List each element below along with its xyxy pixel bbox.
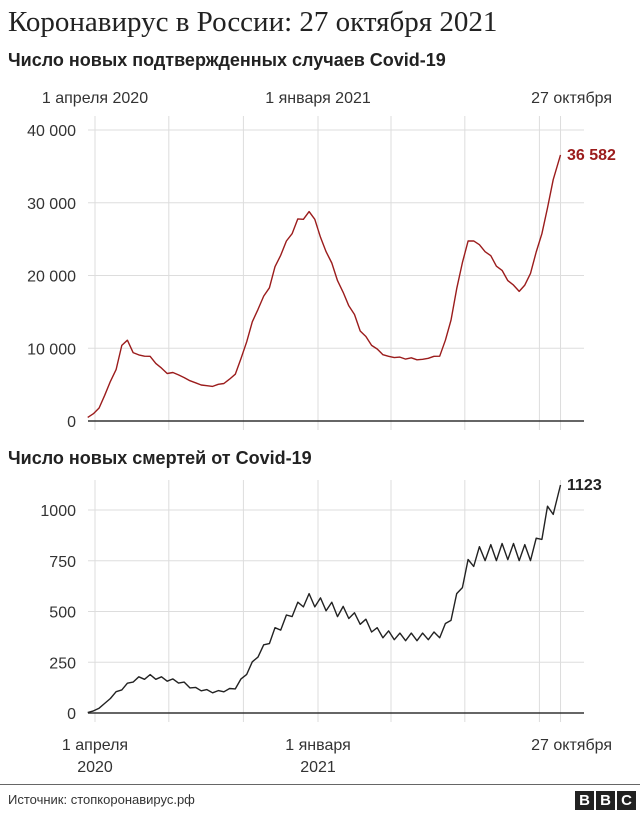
x-tick-label: 27 октября — [531, 90, 612, 107]
cases-chart-title: Число новых подтвержденных случаев Covid… — [8, 50, 446, 70]
y-tick-label: 10 000 — [27, 341, 76, 358]
deaths-chart-title: Число новых смертей от Covid-19 — [8, 448, 312, 468]
y-tick-label: 0 — [67, 706, 76, 723]
x-tick-label: 1 апреля 2020 — [42, 90, 148, 107]
y-tick-label: 250 — [49, 655, 76, 672]
bbc-logo-letter: C — [617, 791, 636, 810]
y-tick-label: 500 — [49, 605, 76, 622]
deaths-line — [87, 484, 562, 714]
value-annotation: 36 582 — [567, 147, 616, 164]
y-tick-label: 30 000 — [27, 196, 76, 213]
y-tick-label: 750 — [49, 554, 76, 571]
y-tick-label: 1000 — [40, 503, 76, 520]
bbc-logo: B B C — [575, 791, 636, 810]
x-tick-label: 2021 — [300, 759, 336, 776]
bbc-logo-letter: B — [575, 791, 594, 810]
x-tick-label: 1 января — [285, 737, 350, 754]
x-tick-label: 27 октября — [531, 737, 612, 754]
value-annotation: 1123 — [567, 477, 602, 494]
footer-divider — [0, 784, 640, 785]
source-text: Источник: стопкоронавирус.рф — [8, 792, 195, 807]
y-tick-label: 0 — [67, 414, 76, 431]
cases-line — [87, 154, 562, 418]
bbc-logo-letter: B — [596, 791, 615, 810]
y-tick-label: 20 000 — [27, 269, 76, 286]
x-tick-label: 2020 — [77, 759, 113, 776]
page-title: Коронавирус в России: 27 октября 2021 — [8, 6, 498, 38]
y-tick-label: 40 000 — [27, 123, 76, 140]
x-tick-label: 1 апреля — [62, 737, 128, 754]
x-tick-label: 1 января 2021 — [265, 90, 371, 107]
